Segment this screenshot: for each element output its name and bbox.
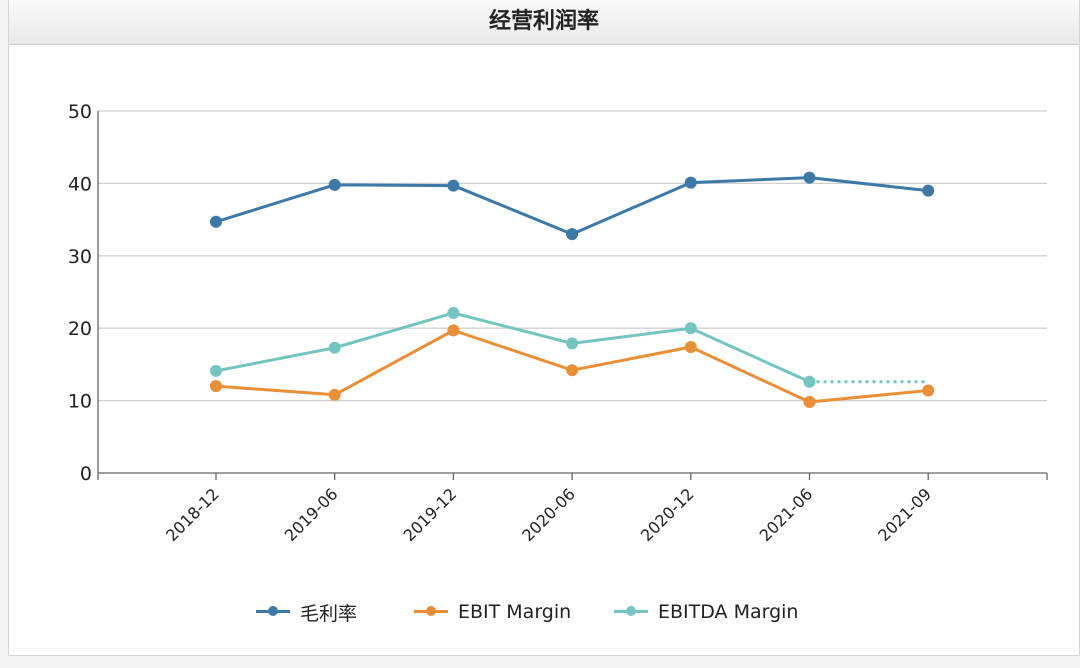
legend-item[interactable]: 毛利率 xyxy=(256,596,357,628)
data-point xyxy=(447,179,460,192)
legend-swatch-icon xyxy=(256,596,290,628)
legend-item[interactable]: EBITDA Margin xyxy=(614,596,798,628)
data-point xyxy=(566,228,579,241)
data-point xyxy=(566,364,579,377)
legend-label: EBIT Margin xyxy=(458,601,572,623)
data-point xyxy=(684,322,697,335)
y-tick-label: 0 xyxy=(80,463,92,485)
series-line-2 xyxy=(214,311,811,384)
x-tick-label: 2018-12 xyxy=(162,484,223,545)
data-point xyxy=(684,341,697,354)
legend-item[interactable]: EBIT Margin xyxy=(414,596,571,628)
data-point xyxy=(210,364,222,377)
legend-label: 毛利率 xyxy=(300,602,358,625)
y-tick-label: 30 xyxy=(68,246,92,268)
data-point xyxy=(210,215,222,228)
legend-swatch-icon xyxy=(614,596,648,628)
data-point xyxy=(210,380,222,393)
y-tick-label: 10 xyxy=(68,391,92,413)
x-tick-label: 2019-06 xyxy=(281,484,342,545)
y-tick-label: 40 xyxy=(68,173,92,195)
data-point xyxy=(328,178,341,191)
x-tick-label: 2019-12 xyxy=(400,484,461,545)
data-point xyxy=(803,171,816,184)
data-point xyxy=(803,375,816,388)
x-tick-label: 2021-06 xyxy=(756,484,817,545)
data-point xyxy=(922,184,935,197)
data-point xyxy=(684,176,697,189)
x-tick-label: 2020-06 xyxy=(518,484,579,545)
chart-legend: 毛利率 EBIT Margin EBITDA Margin xyxy=(0,596,1080,628)
data-point xyxy=(447,306,460,319)
data-point xyxy=(922,384,935,397)
y-tick-label: 20 xyxy=(68,318,92,340)
data-point xyxy=(328,388,341,401)
series-line-0 xyxy=(214,176,930,236)
y-tick-label: 50 xyxy=(68,101,92,123)
x-tick-label: 2021-09 xyxy=(874,484,935,545)
x-tick-label: 2020-12 xyxy=(637,484,698,545)
legend-swatch-icon xyxy=(414,596,448,628)
chart-title: 经营利润率 xyxy=(9,0,1079,45)
data-point xyxy=(566,337,579,350)
data-point xyxy=(803,396,816,409)
data-point xyxy=(328,341,341,354)
legend-label: EBITDA Margin xyxy=(658,601,799,623)
data-point xyxy=(447,324,460,337)
